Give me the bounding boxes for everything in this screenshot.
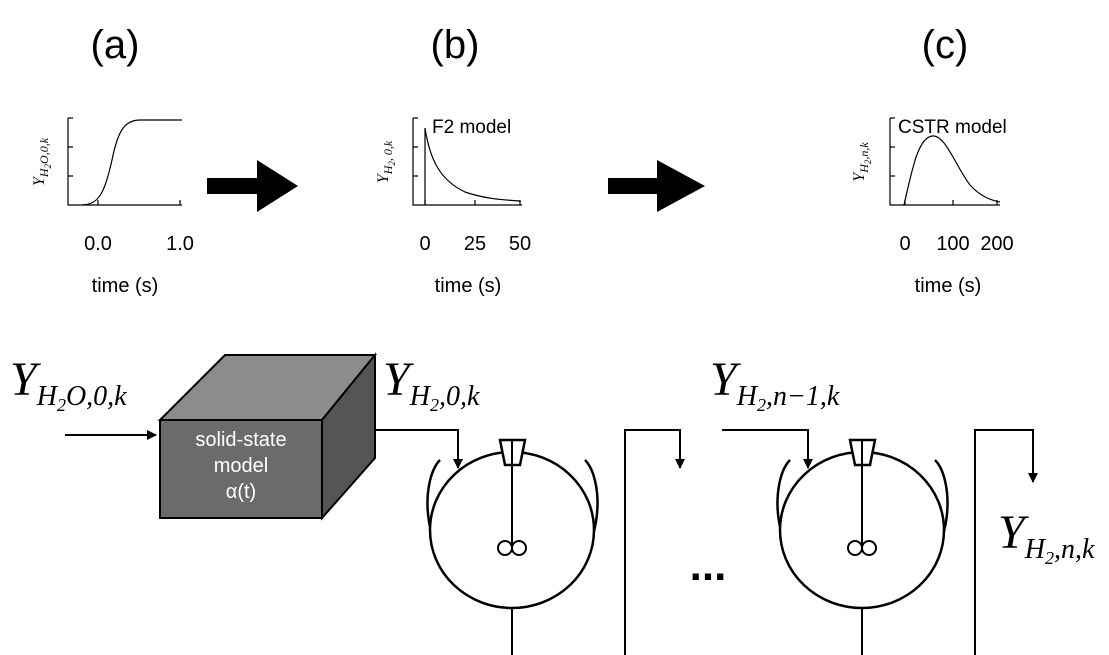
flow-label-rest: ,n−1,k (766, 381, 840, 412)
panel-tag: (a) (91, 23, 140, 67)
reactor (778, 440, 948, 655)
x-tick-label: 1.0 (166, 233, 194, 255)
flow-label-subsub: 2 (1045, 548, 1054, 568)
big-arrow (207, 160, 298, 212)
flow-arrow (375, 430, 458, 468)
plot-axes (68, 118, 182, 205)
flow-label-rest: O,0,k (66, 381, 127, 412)
solid-state-block: solid-state model α(t) (160, 355, 375, 518)
block-text: solid-state (195, 429, 286, 451)
block-text: α(t) (226, 481, 256, 503)
x-tick-label: 100 (936, 233, 969, 255)
panel-tag: (c) (922, 23, 969, 67)
big-arrow (608, 160, 705, 212)
curve-label: F2 model (432, 117, 511, 138)
panel-tag: (b) (431, 23, 480, 67)
curve (904, 136, 1000, 205)
flow-label-sub: H (409, 381, 432, 412)
x-tick-label: 200 (980, 233, 1013, 255)
curve (425, 128, 520, 205)
flow-label-subsub: 2 (430, 395, 439, 415)
flow-label-subsub: 2 (57, 395, 66, 415)
flow-label-subsub: 2 (757, 395, 766, 415)
diagram: (a) (b) (c) YH2O,0,k 0.0 1.0 time (s) F2… (0, 0, 1109, 655)
y-label-rest: , 0,k (381, 140, 395, 161)
panel-b: F2 model YH2, 0,k 0 25 50 time (s) (375, 117, 531, 297)
y-label: YH2,n,k (851, 142, 873, 182)
x-label: time (s) (92, 275, 159, 297)
block-text: model (214, 455, 268, 477)
x-tick-label: 0 (419, 233, 430, 255)
x-tick-label: 25 (464, 233, 486, 255)
flow-label: YH2O,0,k (10, 353, 127, 415)
flow-label: YH2,n−1,k (710, 353, 840, 415)
flow-label: YH2,n,k (998, 506, 1095, 568)
panel-a: YH2O,0,k 0.0 1.0 time (s) (31, 118, 194, 297)
ellipsis: ... (690, 541, 727, 590)
y-label-rest: ,n,k (857, 142, 871, 160)
flow-label-rest: ,n,k (1054, 534, 1095, 565)
reactor (428, 440, 598, 655)
x-label: time (s) (435, 275, 502, 297)
curve (82, 120, 182, 205)
x-tick-label: 0 (899, 233, 910, 255)
x-tick-label: 50 (509, 233, 531, 255)
panel-c: CSTR model YH2,n,k 0 100 200 time (s) (851, 117, 1014, 297)
flow-label-rest: ,0,k (439, 381, 480, 412)
curve-label: CSTR model (898, 117, 1007, 138)
y-label: YH2, 0,k (375, 140, 397, 183)
x-label: time (s) (915, 275, 982, 297)
flow-arrow (625, 430, 680, 655)
y-label-rest: O,0,k (37, 137, 51, 164)
y-label: YH2O,0,k (31, 137, 53, 186)
flow-label-sub: H (36, 381, 59, 412)
flow-label-sub: H (1024, 534, 1047, 565)
x-tick-label: 0.0 (84, 233, 112, 255)
flow-arrow (722, 430, 808, 468)
flow-label: YH2,0,k (383, 353, 480, 415)
flow-label-sub: H (736, 381, 759, 412)
